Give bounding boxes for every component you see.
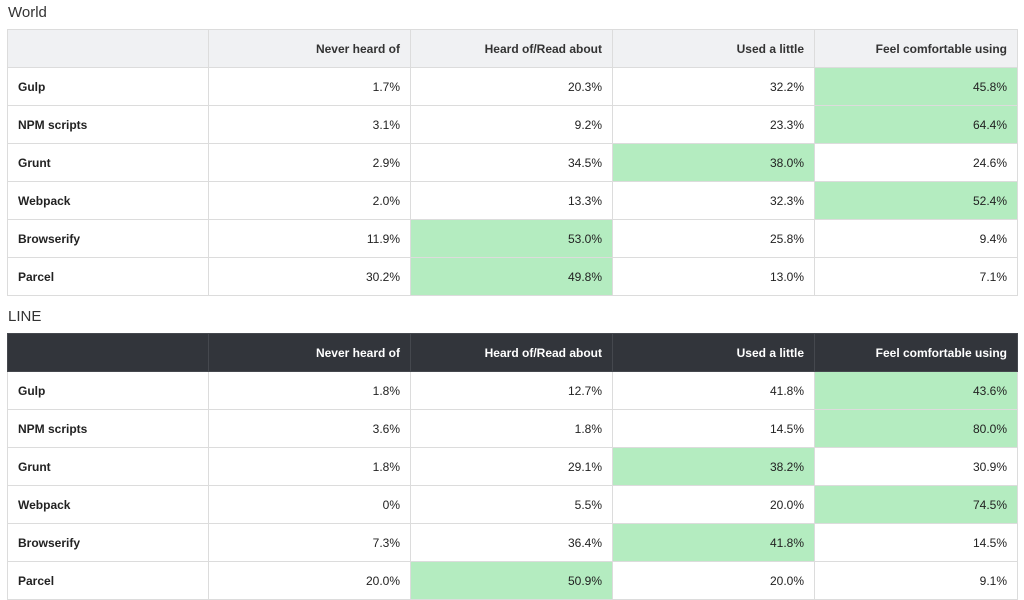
header-cell-heard-of-read-about: Heard of/Read about (410, 333, 613, 372)
table-row: Grunt 1.8% 29.1% 38.2% 30.9% (7, 447, 1018, 486)
value-cell: 2.0% (208, 181, 411, 220)
table-row: Webpack 0% 5.5% 20.0% 74.5% (7, 485, 1018, 524)
value-cell: 23.3% (612, 105, 815, 144)
value-cell: 80.0% (814, 409, 1018, 448)
value-cell: 3.1% (208, 105, 411, 144)
value-cell: 7.1% (814, 257, 1018, 296)
row-label-cell: Gulp (7, 67, 209, 106)
value-cell: 9.1% (814, 561, 1018, 600)
value-cell: 12.7% (410, 371, 613, 410)
value-cell: 74.5% (814, 485, 1018, 524)
value-cell: 3.6% (208, 409, 411, 448)
value-cell: 1.8% (410, 409, 613, 448)
value-cell: 52.4% (814, 181, 1018, 220)
table-row: Grunt 2.9% 34.5% 38.0% 24.6% (7, 143, 1018, 182)
value-cell: 20.3% (410, 67, 613, 106)
header-cell-tool (7, 333, 209, 372)
value-cell: 32.2% (612, 67, 815, 106)
value-cell: 36.4% (410, 523, 613, 562)
value-cell: 9.2% (410, 105, 613, 144)
value-cell: 1.7% (208, 67, 411, 106)
header-cell-used-a-little: Used a little (612, 333, 815, 372)
value-cell: 29.1% (410, 447, 613, 486)
table-row: Parcel 30.2% 49.8% 13.0% 7.1% (7, 257, 1018, 296)
value-cell: 5.5% (410, 485, 613, 524)
table-row: Parcel 20.0% 50.9% 20.0% 9.1% (7, 561, 1018, 600)
row-label-cell: Browserify (7, 523, 209, 562)
value-cell: 50.9% (410, 561, 613, 600)
row-label-cell: Browserify (7, 219, 209, 258)
value-cell: 25.8% (612, 219, 815, 258)
row-label-cell: Parcel (7, 561, 209, 600)
header-cell-never-heard-of: Never heard of (208, 29, 411, 68)
value-cell: 0% (208, 485, 411, 524)
header-cell-never-heard-of: Never heard of (208, 333, 411, 372)
row-label-cell: Webpack (7, 181, 209, 220)
line-section-title: LINE (8, 308, 42, 325)
value-cell: 53.0% (410, 219, 613, 258)
value-cell: 41.8% (612, 371, 815, 410)
value-cell: 1.8% (208, 447, 411, 486)
line-results-table: Never heard of Heard of/Read about Used … (7, 333, 1018, 600)
row-label-cell: Grunt (7, 447, 209, 486)
row-label-cell: Grunt (7, 143, 209, 182)
value-cell: 32.3% (612, 181, 815, 220)
row-label-cell: Webpack (7, 485, 209, 524)
value-cell: 49.8% (410, 257, 613, 296)
value-cell: 14.5% (814, 523, 1018, 562)
table-row: Browserify 11.9% 53.0% 25.8% 9.4% (7, 219, 1018, 258)
value-cell: 13.0% (612, 257, 815, 296)
value-cell: 1.8% (208, 371, 411, 410)
row-label-cell: NPM scripts (7, 105, 209, 144)
value-cell: 20.0% (208, 561, 411, 600)
header-cell-feel-comfortable-using: Feel comfortable using (814, 29, 1018, 68)
value-cell: 24.6% (814, 143, 1018, 182)
value-cell: 30.2% (208, 257, 411, 296)
world-results-table: Never heard of Heard of/Read about Used … (7, 29, 1018, 296)
value-cell: 38.2% (612, 447, 815, 486)
row-label-cell: Gulp (7, 371, 209, 410)
world-section-title: World (8, 4, 47, 21)
value-cell: 34.5% (410, 143, 613, 182)
value-cell: 30.9% (814, 447, 1018, 486)
table-row: Gulp 1.7% 20.3% 32.2% 45.8% (7, 67, 1018, 106)
value-cell: 2.9% (208, 143, 411, 182)
value-cell: 7.3% (208, 523, 411, 562)
table-header-row: Never heard of Heard of/Read about Used … (7, 29, 1018, 68)
value-cell: 20.0% (612, 561, 815, 600)
value-cell: 38.0% (612, 143, 815, 182)
table-row: Webpack 2.0% 13.3% 32.3% 52.4% (7, 181, 1018, 220)
header-cell-heard-of-read-about: Heard of/Read about (410, 29, 613, 68)
value-cell: 9.4% (814, 219, 1018, 258)
value-cell: 41.8% (612, 523, 815, 562)
value-cell: 14.5% (612, 409, 815, 448)
table-row: NPM scripts 3.6% 1.8% 14.5% 80.0% (7, 409, 1018, 448)
value-cell: 11.9% (208, 219, 411, 258)
row-label-cell: NPM scripts (7, 409, 209, 448)
header-cell-tool (7, 29, 209, 68)
table-row: NPM scripts 3.1% 9.2% 23.3% 64.4% (7, 105, 1018, 144)
value-cell: 43.6% (814, 371, 1018, 410)
row-label-cell: Parcel (7, 257, 209, 296)
value-cell: 13.3% (410, 181, 613, 220)
value-cell: 64.4% (814, 105, 1018, 144)
value-cell: 45.8% (814, 67, 1018, 106)
table-header-row: Never heard of Heard of/Read about Used … (7, 333, 1018, 372)
header-cell-feel-comfortable-using: Feel comfortable using (814, 333, 1018, 372)
value-cell: 20.0% (612, 485, 815, 524)
table-row: Gulp 1.8% 12.7% 41.8% 43.6% (7, 371, 1018, 410)
header-cell-used-a-little: Used a little (612, 29, 815, 68)
table-row: Browserify 7.3% 36.4% 41.8% 14.5% (7, 523, 1018, 562)
